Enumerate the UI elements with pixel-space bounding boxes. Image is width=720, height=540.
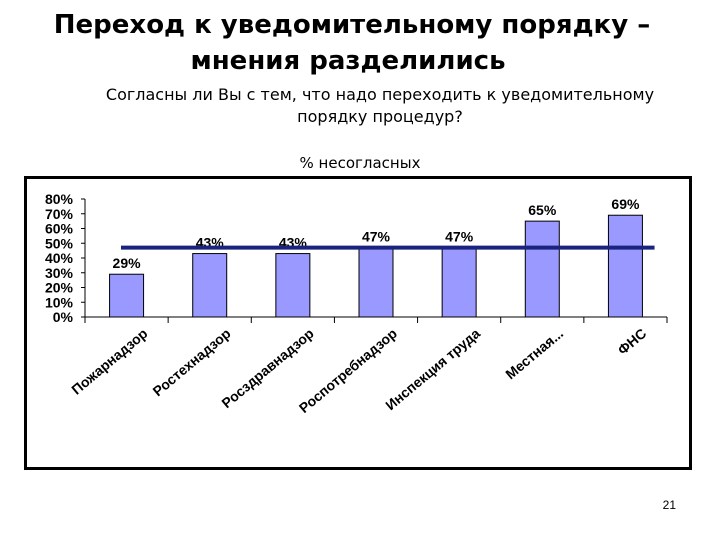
category-label: Местная... <box>502 325 566 382</box>
y-tick-label: 60% <box>45 221 74 237</box>
bar-value-label: 47% <box>445 229 474 245</box>
y-tick-label: 0% <box>53 309 74 325</box>
bar <box>524 220 560 318</box>
bar <box>275 253 311 318</box>
question-line-1: Согласны ли Вы с тем, что надо переходит… <box>105 85 655 104</box>
bar-chart: 0%10%20%30%40%50%60%70%80% 29% Пожарнадзор… <box>45 191 668 416</box>
bar-value-label: 47% <box>362 229 391 245</box>
slide-title-line-1: Переход к уведомительному порядку – <box>53 10 651 40</box>
category-label: ФНС <box>614 325 649 358</box>
page-number: 21 <box>662 498 676 512</box>
y-tick-label: 10% <box>45 294 74 310</box>
bar <box>109 273 145 318</box>
y-tick-label: 50% <box>45 235 74 251</box>
y-tick-label: 80% <box>45 191 74 207</box>
y-tick-label: 30% <box>45 265 74 281</box>
bar <box>358 247 394 318</box>
bar <box>192 253 228 318</box>
category-label: Пожарнадзор <box>68 325 150 398</box>
category-label: Ростехнадзор <box>150 325 234 399</box>
y-tick-label: 40% <box>45 250 74 266</box>
bar <box>441 247 477 318</box>
chart-frame: 0% 10% 20% 30% 40% 50% 60% 70% 80% 29% Пожарнадзор… <box>24 176 692 470</box>
question-line-2: порядку процедур? <box>297 107 463 126</box>
slide-title-line-2: мнения разделились <box>190 46 506 76</box>
series-label: % несогласных <box>299 154 421 172</box>
bar-value-label: 65% <box>528 202 557 218</box>
y-tick-label: 20% <box>45 280 74 296</box>
bar-value-label: 69% <box>611 196 640 212</box>
y-tick-label: 70% <box>45 206 74 222</box>
bar-value-label: 29% <box>113 255 142 271</box>
bar <box>607 214 643 318</box>
